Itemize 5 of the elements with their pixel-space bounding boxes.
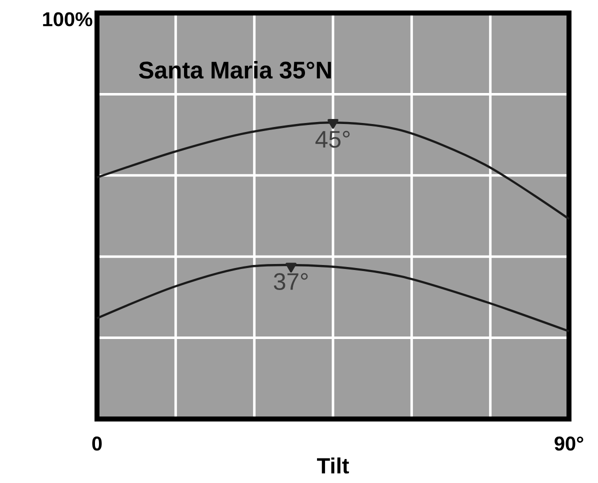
x-tick-label: 90° [554,436,584,451]
x-tick-label: 0 [92,436,102,451]
x-axis-title: Tilt [317,457,349,474]
annotation: 37° [274,273,308,290]
text: 100% [43,12,92,26]
